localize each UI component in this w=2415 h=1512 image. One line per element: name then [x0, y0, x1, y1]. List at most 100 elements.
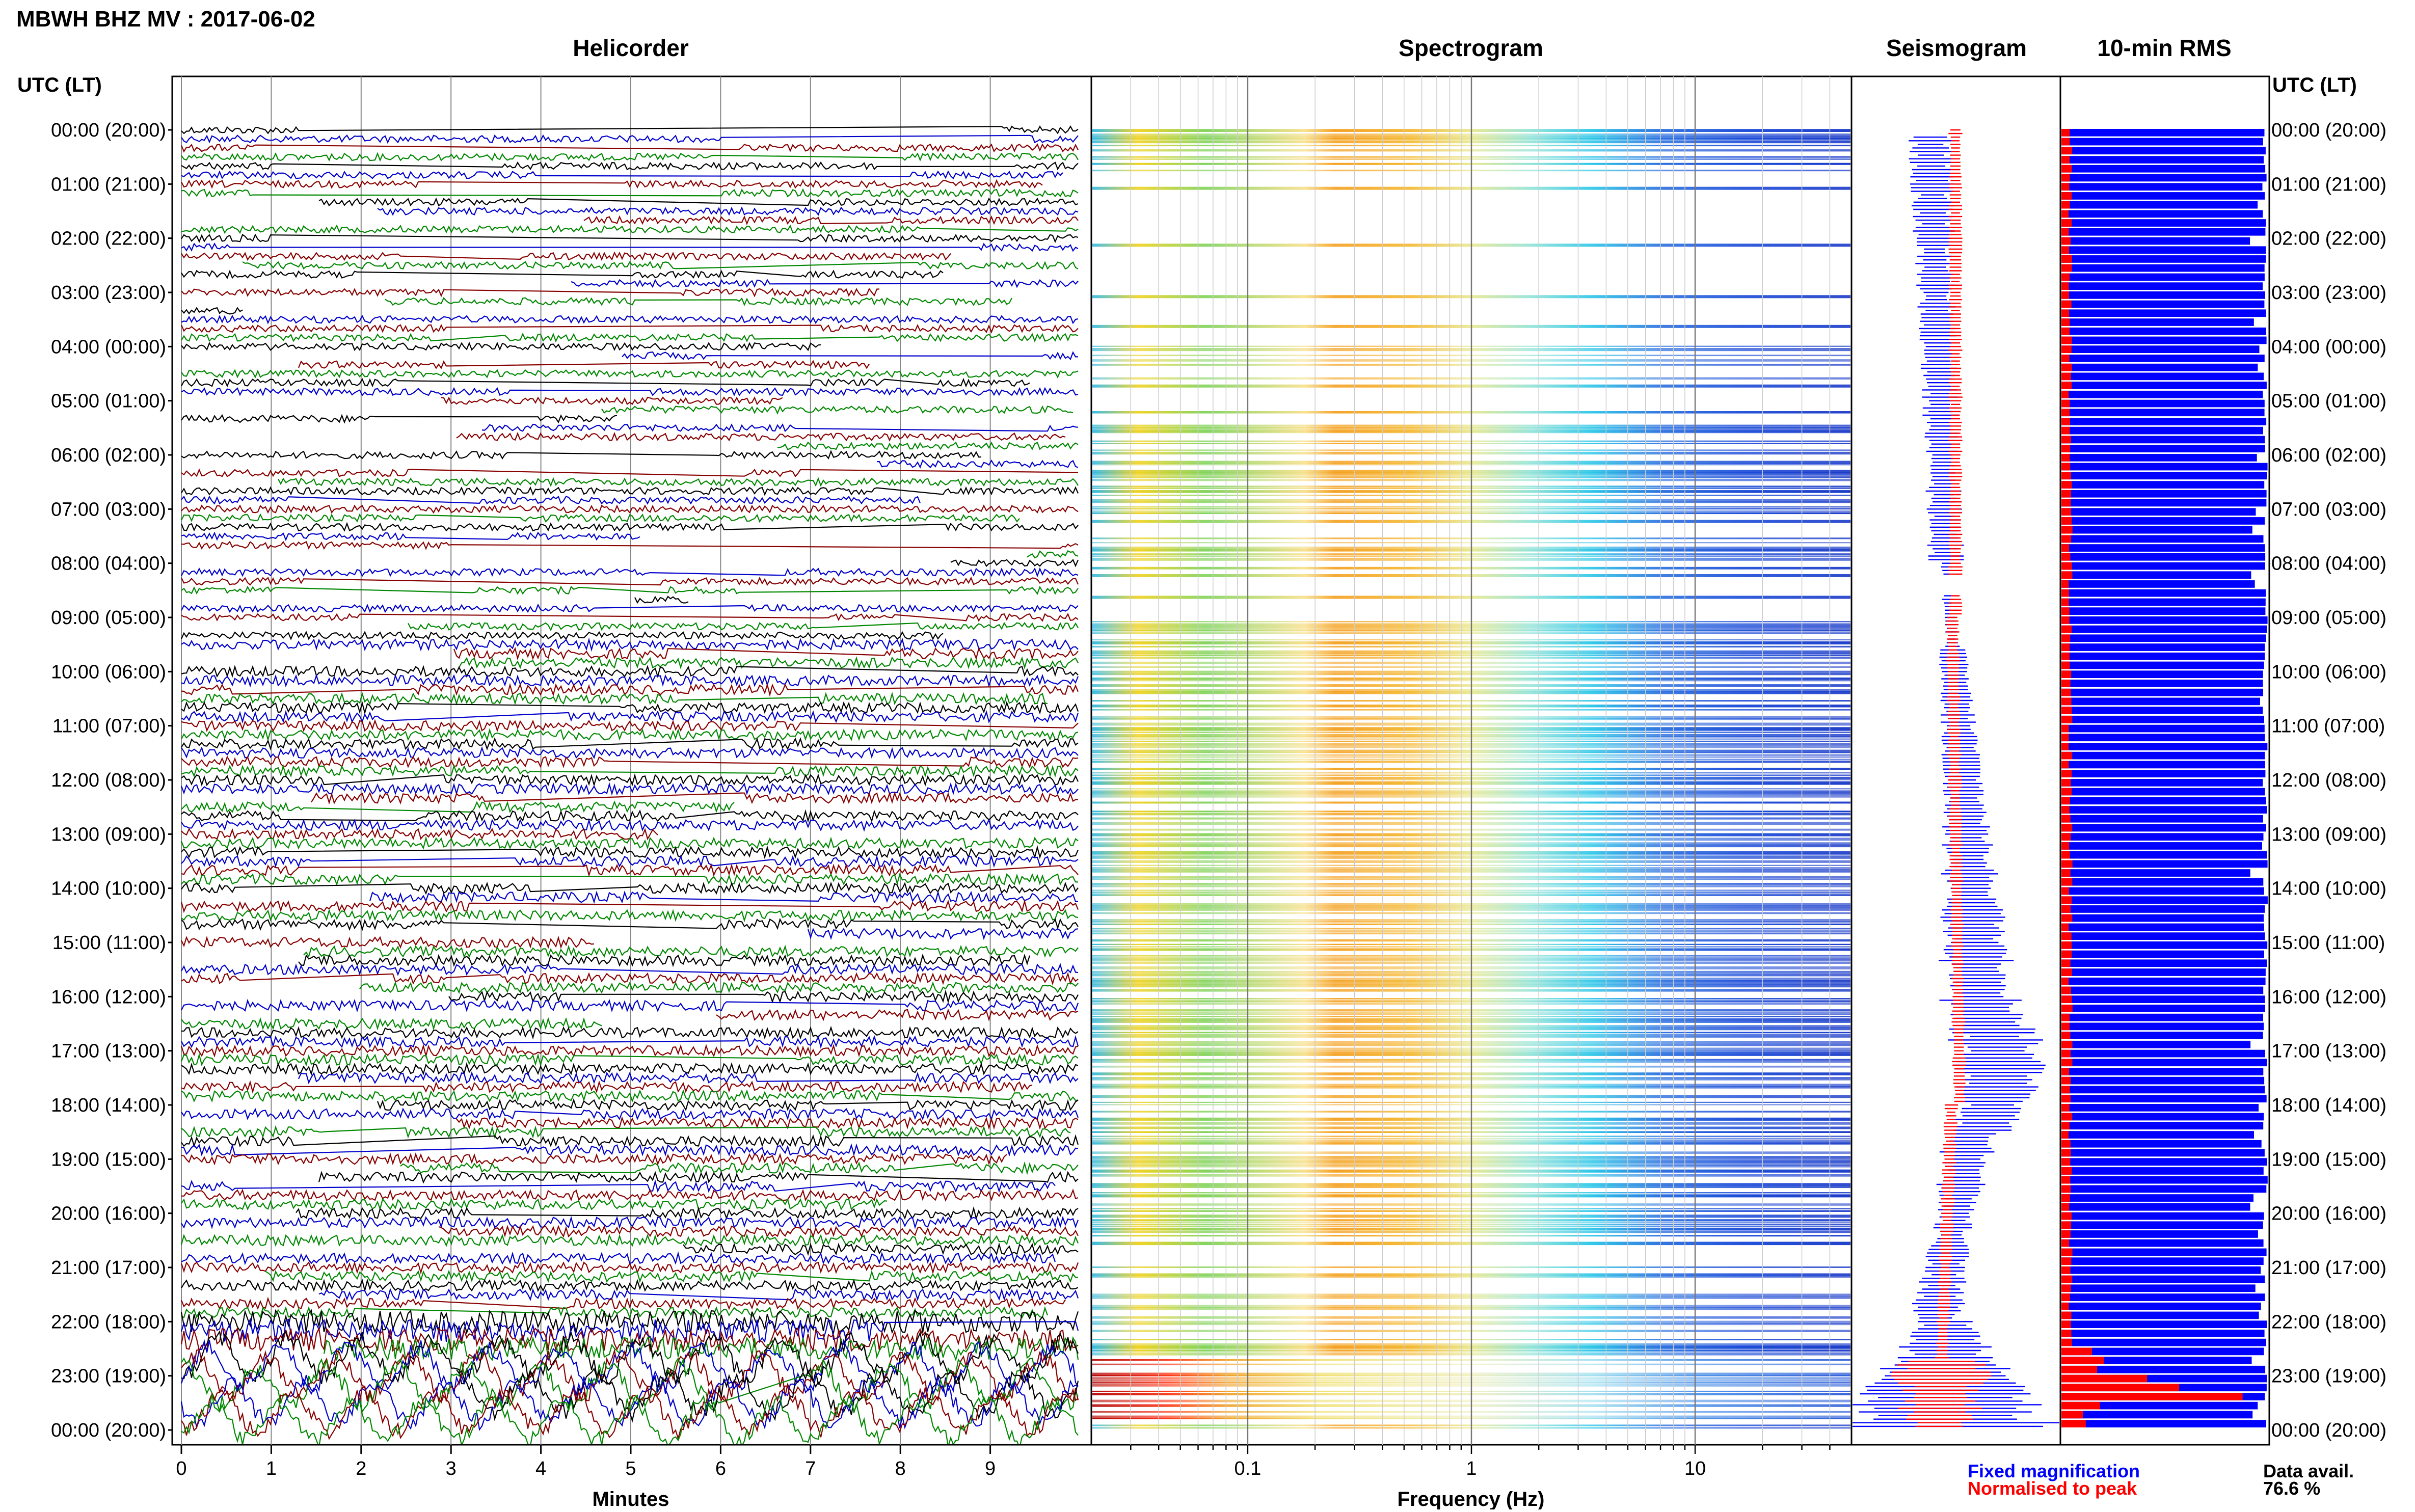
rms-normalised-bar: [2061, 1167, 2072, 1175]
rms-fixed-bar: [2061, 1357, 2252, 1364]
helicorder-trace: [181, 269, 944, 279]
rms-normalised-bar: [2061, 1275, 2073, 1283]
helicorder-trace: [181, 576, 1079, 586]
time-label-left: 07:00 (03:00): [51, 499, 166, 520]
rms-normalised-bar: [2061, 1140, 2071, 1148]
helicorder-trace: [181, 1179, 1056, 1193]
rms-normalised-bar: [2061, 1158, 2071, 1166]
helicorder-trace: [181, 1251, 1056, 1265]
rms-fixed-bar: [2061, 1320, 2267, 1328]
rms-fixed-bar: [2061, 499, 2267, 507]
rms-fixed-bar: [2061, 968, 2266, 976]
time-label-left: 20:00 (16:00): [51, 1203, 166, 1225]
time-label-right: 05:00 (01:00): [2271, 391, 2386, 412]
helicorder-trace: [181, 863, 1079, 877]
helicorder-trace: [181, 504, 1079, 514]
helicorder-trace: [180, 1233, 1079, 1247]
rms-normalised-bar: [2061, 905, 2071, 913]
helicorder-trace: [181, 242, 1079, 252]
rms-normalised-bar: [2061, 436, 2071, 444]
rms-fixed-bar: [2061, 1131, 2254, 1139]
rms-fixed-bar: [2061, 246, 2266, 254]
rms-fixed-bar: [2061, 788, 2265, 796]
frequency-tick-label: 10: [1684, 1458, 1706, 1479]
helicorder-trace: [298, 1071, 1079, 1085]
rms-fixed-bar: [2061, 1149, 2265, 1157]
rms-fixed-bar: [2061, 670, 2263, 678]
helicorder-trace: [181, 170, 1063, 180]
helicorder-tick-label: 2: [356, 1458, 366, 1479]
rms-fixed-bar: [2061, 517, 2265, 525]
time-label-left: 00:00 (20:00): [51, 1420, 166, 1441]
frequency-tick-label: 1: [1466, 1458, 1477, 1479]
helicorder-trace: [180, 1052, 1079, 1067]
rms-normalised-bar: [2061, 968, 2072, 976]
rms-normalised-bar: [2061, 1248, 2073, 1256]
rms-fixed-bar: [2061, 1330, 2265, 1337]
rms-normalised-bar: [2061, 724, 2069, 733]
rms-normalised-bar: [2061, 1203, 2070, 1211]
helicorder-trace: [408, 622, 1079, 632]
rms-normalised-bar: [2061, 129, 2070, 137]
helicorder-trace: [180, 631, 944, 641]
rms-fixed-bar: [2061, 815, 2263, 823]
rms-normalised-bar: [2061, 1311, 2072, 1319]
rms-fixed-bar: [2061, 201, 2258, 209]
helicorder-trace: [180, 323, 1079, 334]
helicorder-trace: [683, 1242, 1079, 1256]
rms-normalised-bar: [2061, 959, 2071, 967]
rms-fixed-bar: [2061, 1212, 2264, 1220]
rms-normalised-bar: [2061, 652, 2070, 660]
rms-normalised-bar: [2061, 418, 2070, 425]
rms-fixed-bar: [2061, 210, 2263, 218]
rms-normalised-bar: [2061, 372, 2071, 381]
time-label-left: 06:00 (02:00): [51, 445, 166, 466]
rms-fixed-bar: [2061, 472, 2267, 480]
rms-fixed-bar: [2061, 535, 2264, 543]
helicorder-trace: [181, 1330, 1079, 1386]
rms-normalised-bar: [2061, 598, 2069, 606]
helicorder-trace: [181, 691, 1048, 706]
time-label-left: 21:00 (17:00): [51, 1257, 166, 1279]
time-label-left: 01:00 (21:00): [51, 174, 166, 195]
time-label-left: 08:00 (04:00): [51, 553, 166, 575]
seismogram-title: Seismogram: [1886, 35, 2027, 61]
rms-fixed-bar: [2061, 1059, 2267, 1067]
helicorder-panel: 0 1 2 3 4 5 6 7 8 9: [171, 75, 1092, 1479]
rms-fixed-bar: [2061, 589, 2266, 597]
helicorder-trace: [181, 963, 1079, 976]
helicorder-tick-label: 1: [266, 1458, 277, 1479]
rms-normalised-bar: [2061, 851, 2070, 859]
helicorder-trace: [181, 414, 618, 424]
rms-fixed-bar: [2061, 463, 2268, 471]
helicorder-trace: [323, 1335, 1079, 1362]
helicorder-trace: [369, 890, 1079, 904]
rms-fixed-bar: [2061, 553, 2266, 561]
rms-normalised-bar: [2061, 1284, 2071, 1292]
rms-normalised-bar: [2061, 734, 2069, 742]
helicorder-trace: [181, 341, 821, 352]
rms-normalised-bar: [2061, 1357, 2104, 1364]
helicorder-trace: [181, 773, 1079, 787]
rms-normalised-bar: [2061, 779, 2071, 787]
time-label-right: 04:00 (00:00): [2271, 336, 2386, 358]
helicorder-trace: [181, 1143, 1079, 1157]
rms-normalised-bar: [2061, 165, 2072, 173]
helicorder-trace: [180, 899, 1079, 913]
rms-normalised-bar: [2061, 1330, 2072, 1337]
helicorder-trace: [180, 1309, 1079, 1335]
helicorder-trace: [181, 188, 1079, 198]
rms-normalised-bar: [2061, 156, 2070, 164]
rms-fixed-bar: [2061, 282, 2263, 290]
helicorder-trace: [181, 314, 1079, 325]
rms-normalised-bar: [2061, 445, 2071, 452]
helicorder-trace: [303, 944, 1079, 958]
helicorder-trace: [181, 1134, 1079, 1148]
rms-normalised-bar: [2061, 1122, 2070, 1130]
rms-normalised-bar: [2061, 1032, 2071, 1039]
spectrogram-grid: [1130, 76, 1831, 1445]
helicorder-trace: [181, 873, 1079, 886]
time-label-left: 12:00 (08:00): [51, 770, 166, 791]
rms-fixed-bar: [2061, 878, 2264, 886]
helicorder-trace: [359, 981, 1079, 994]
